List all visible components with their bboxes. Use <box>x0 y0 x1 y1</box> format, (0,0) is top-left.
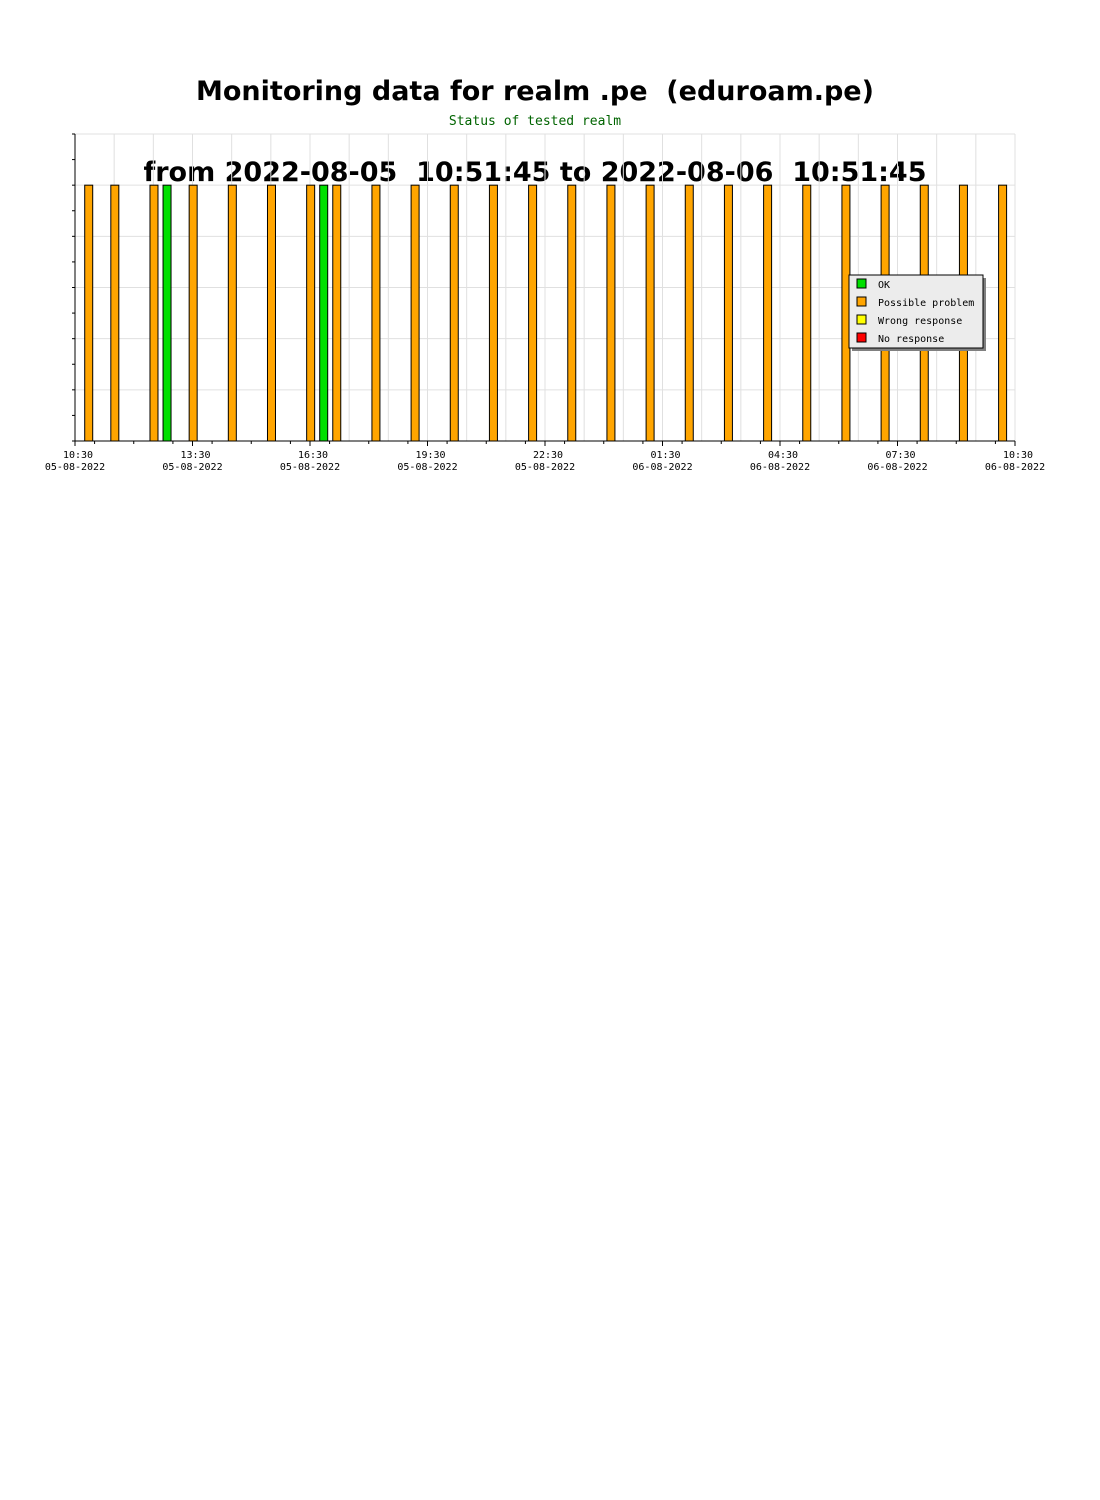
x-ticks: 10:3005-08-202213:3005-08-202216:3005-08… <box>45 441 1045 473</box>
page-title: Monitoring data for realm .pe (eduroam.p… <box>0 24 1070 213</box>
bar-possible-problem <box>266 184 276 442</box>
bar-possible-problem <box>449 184 459 442</box>
x-tick-time: 10:30 <box>1003 450 1033 461</box>
bar-possible-problem <box>332 184 342 442</box>
x-tick-date: 05-08-2022 <box>397 462 457 473</box>
bar-ok <box>162 184 172 442</box>
bar-possible-problem <box>606 184 616 442</box>
bar-possible-problem <box>998 184 1008 442</box>
x-tick-date: 06-08-2022 <box>750 462 810 473</box>
x-tick-date: 05-08-2022 <box>280 462 340 473</box>
bar-possible-problem <box>645 184 655 442</box>
x-tick-date: 06-08-2022 <box>867 462 927 473</box>
x-tick-time: 01:30 <box>650 450 680 461</box>
chart-title: Status of tested realm <box>449 114 621 129</box>
x-tick-date: 05-08-2022 <box>45 462 105 473</box>
bar-possible-problem <box>528 184 538 442</box>
legend-label: OK <box>878 280 890 291</box>
legend-swatch <box>856 278 867 289</box>
bars <box>84 184 1008 442</box>
bar-possible-problem <box>684 184 694 442</box>
bar-possible-problem <box>188 184 198 442</box>
x-tick-date: 06-08-2022 <box>632 462 692 473</box>
x-tick-time: 04:30 <box>768 450 798 461</box>
legend-swatch <box>856 296 867 307</box>
x-tick-time: 13:30 <box>180 450 210 461</box>
bar-possible-problem <box>149 184 159 442</box>
x-tick-date: 05-08-2022 <box>162 462 222 473</box>
status-chart: Status of tested realm 10:3005-08-202213… <box>45 114 1045 473</box>
page-title-line2: from 2022-08-05 10:51:45 to 2022-08-06 1… <box>143 157 927 188</box>
bar-possible-problem <box>802 184 812 442</box>
bar-possible-problem <box>227 184 237 442</box>
legend-label: Possible problem <box>878 298 974 309</box>
bar-possible-problem <box>410 184 420 442</box>
legend-label: No response <box>878 334 944 345</box>
x-tick-time: 19:30 <box>415 450 445 461</box>
bar-possible-problem <box>306 184 316 442</box>
bar-possible-problem <box>723 184 733 442</box>
legend-label: Wrong response <box>878 316 962 327</box>
x-tick-date: 06-08-2022 <box>985 462 1045 473</box>
page-title-line1: Monitoring data for realm .pe (eduroam.p… <box>196 76 874 107</box>
bar-possible-problem <box>763 184 773 442</box>
bar-possible-problem <box>84 184 94 442</box>
legend: OK Possible problem Wrong response No respo… <box>848 274 986 351</box>
bar-ok <box>319 184 329 442</box>
legend-swatch <box>856 332 867 343</box>
bar-possible-problem <box>110 184 120 442</box>
x-tick-time: 22:30 <box>533 450 563 461</box>
legend-box <box>848 274 984 349</box>
bar-possible-problem <box>371 184 381 442</box>
x-tick-date: 05-08-2022 <box>515 462 575 473</box>
legend-swatch <box>856 314 867 325</box>
x-tick-time: 16:30 <box>298 450 328 461</box>
x-tick-time: 07:30 <box>885 450 915 461</box>
x-tick-time: 10:30 <box>63 450 93 461</box>
bar-possible-problem <box>567 184 577 442</box>
bar-possible-problem <box>488 184 498 442</box>
